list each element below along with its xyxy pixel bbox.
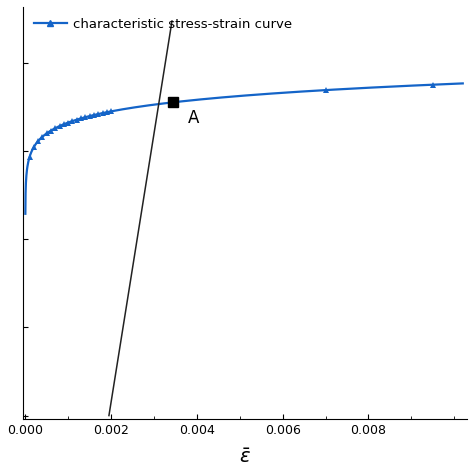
X-axis label: $\bar{\varepsilon}$: $\bar{\varepsilon}$ <box>239 448 251 467</box>
Legend: characteristic stress-strain curve: characteristic stress-strain curve <box>30 14 296 35</box>
Text: A: A <box>188 109 200 127</box>
